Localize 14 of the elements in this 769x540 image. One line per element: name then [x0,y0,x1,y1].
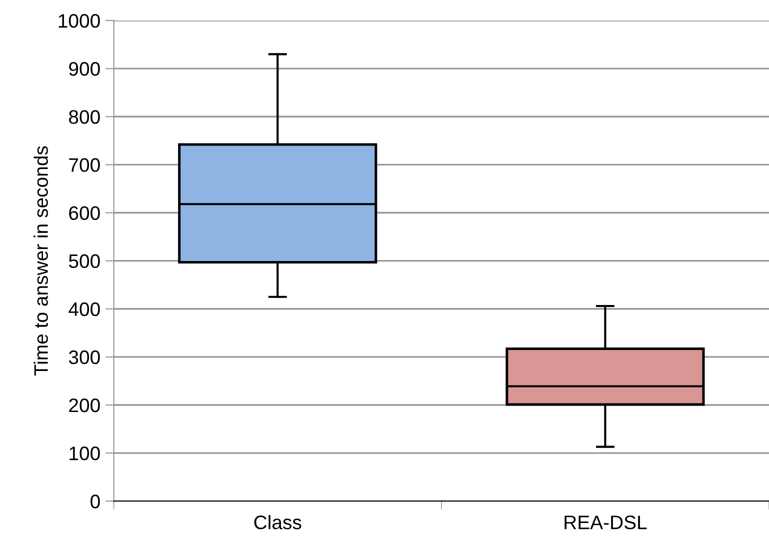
y-tick-label: 400 [68,302,100,316]
y-tick-label: 300 [68,350,100,364]
y-tick-label: 900 [69,62,100,76]
y-axis-title: Time to answer in seconds [34,146,48,376]
y-tick-label: 800 [69,110,100,124]
y-tick-label: 1000 [58,14,100,28]
y-tick-label: 700 [69,158,100,172]
x-tick-label: Class [254,515,302,530]
y-tick-label: 200 [69,398,100,412]
x-tick-label: REA-DSL [564,516,647,530]
y-tick-label: 600 [69,206,100,220]
y-tick-label: 0 [90,494,100,508]
y-tick-label: 500 [68,254,100,268]
y-tick-label: 100 [70,446,100,460]
